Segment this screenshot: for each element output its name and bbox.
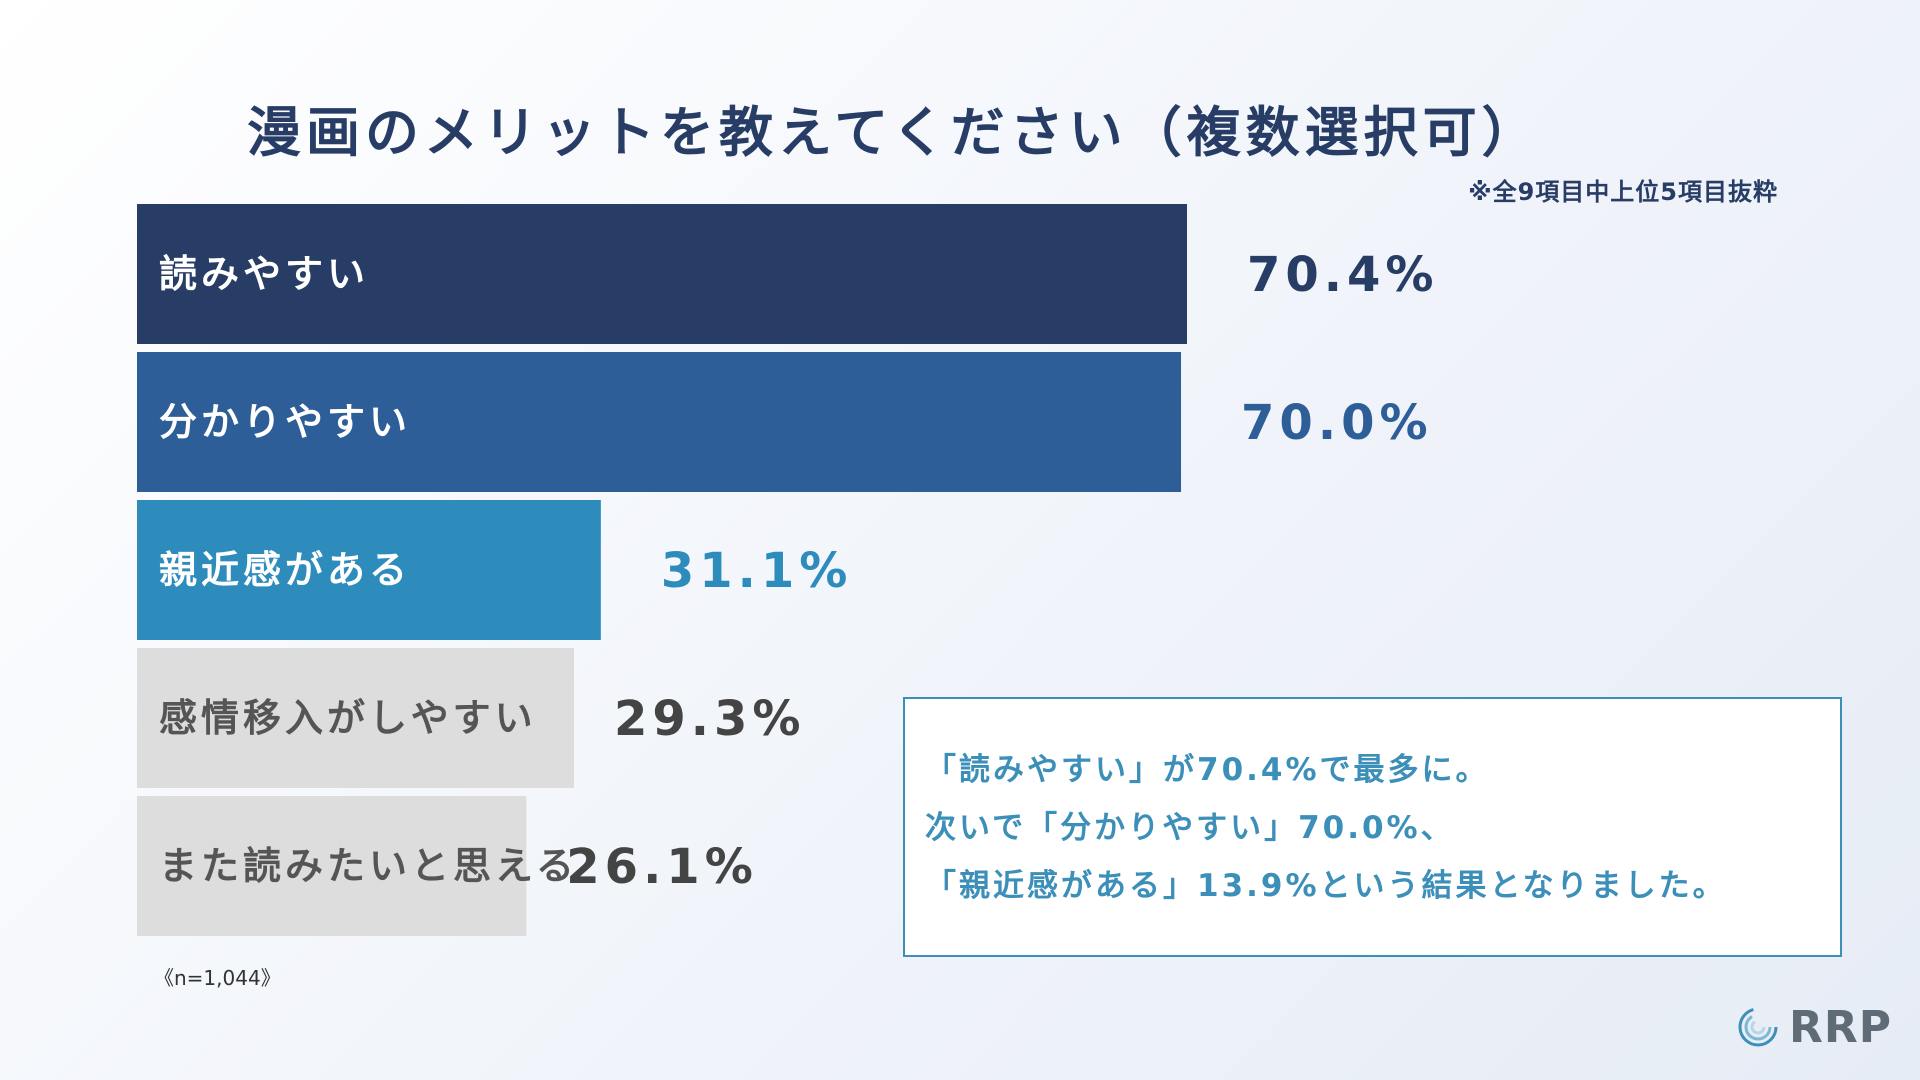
chart-title: 漫画のメリットを教えてください（複数選択可） <box>247 101 1541 164</box>
category-label: また読みたいと思える <box>159 844 578 888</box>
chart-note: ※全9項目中上位5項目抜粋 <box>1468 178 1778 206</box>
category-label: 読みやすい <box>159 252 369 296</box>
value-label: 29.3% <box>614 691 806 747</box>
category-label: 分かりやすい <box>159 400 411 444</box>
value-label: 70.0% <box>1241 395 1433 451</box>
category-label: 感情移入がしやすい <box>159 696 537 740</box>
value-label: 31.1% <box>661 543 853 599</box>
category-label: 親近感がある <box>159 548 411 592</box>
bar <box>137 796 527 936</box>
summary-line: 次いで「分かりやすい」70.0%、 <box>925 810 1455 846</box>
summary-box: 「読みやすい」が70.4%で最多に。 次いで「分かりやすい」70.0%、 「親近… <box>903 697 1842 957</box>
sample-size-label: 《n=1,044》 <box>154 966 281 990</box>
bar <box>137 204 1187 344</box>
bar <box>137 352 1182 492</box>
bar-chart: 読みやすい 70.4% 分かりやすい 70.0% 親近感がある 31.1% 感情移入がしやす… <box>137 204 1439 936</box>
brand-logo: RRP <box>1737 1001 1892 1053</box>
logo-text: RRP <box>1788 1001 1892 1053</box>
value-label: 70.4% <box>1247 247 1439 303</box>
bar <box>137 648 575 788</box>
logo-arcs-icon <box>1738 1007 1778 1047</box>
value-label: 26.1% <box>566 839 758 895</box>
summary-line: 「親近感がある」13.9%という結果となりました。 <box>925 868 1727 904</box>
summary-line: 「読みやすい」が70.4%で最多に。 <box>925 752 1490 788</box>
bar <box>137 500 601 640</box>
